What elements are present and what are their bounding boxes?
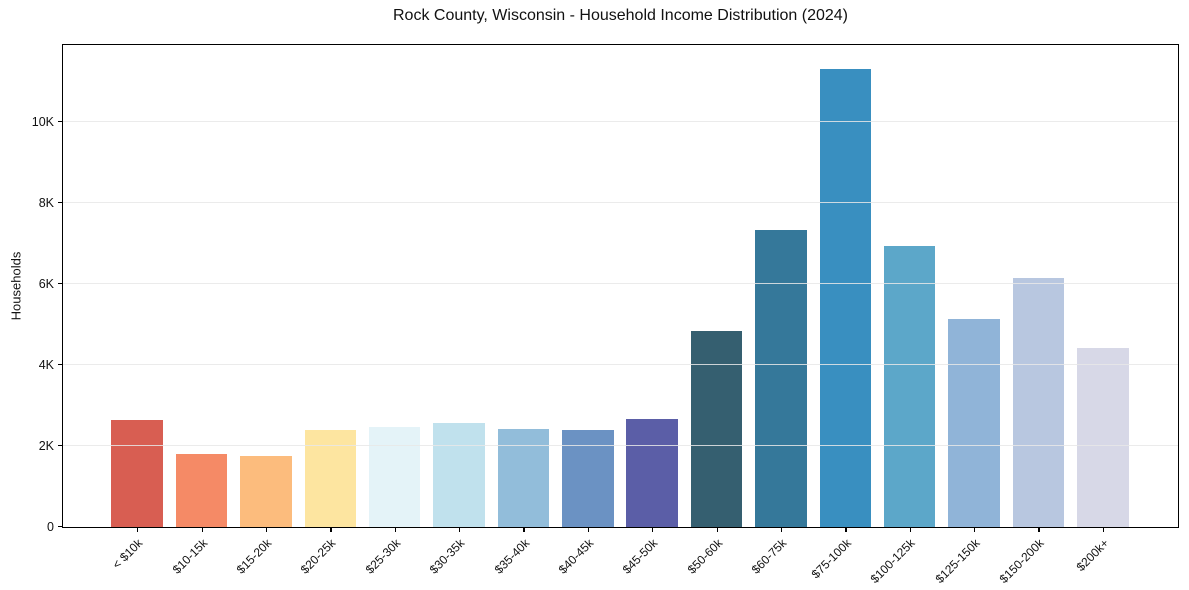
- gridline: [63, 283, 1178, 285]
- bar: [1012, 278, 1065, 527]
- gridline: [63, 202, 1178, 204]
- bar: [883, 246, 936, 527]
- y-tick-label: 4K: [38, 357, 54, 372]
- x-tick-mark: [394, 528, 396, 532]
- bar: [1077, 348, 1129, 527]
- x-tick-mark: [587, 528, 590, 532]
- y-tick-mark: [58, 121, 62, 123]
- bar: [626, 419, 678, 527]
- x-tick-mark: [330, 528, 332, 532]
- y-tick-mark: [58, 283, 62, 285]
- x-tick-mark: [1038, 528, 1040, 532]
- bar: [562, 429, 614, 527]
- x-tick-mark: [137, 528, 139, 532]
- gridline: [63, 121, 1178, 123]
- bar: [304, 430, 357, 527]
- x-tick-mark: [459, 528, 461, 532]
- gridline: [63, 364, 1178, 366]
- bar: [948, 319, 1000, 527]
- bar: [175, 454, 228, 527]
- y-tick-mark: [58, 364, 62, 366]
- bar: [111, 419, 163, 527]
- x-tick-mark: [201, 528, 203, 532]
- chart-title: Rock County, Wisconsin - Household Incom…: [392, 7, 848, 24]
- bar: [240, 455, 292, 527]
- bar: [368, 427, 421, 527]
- x-tick-mark: [265, 528, 268, 532]
- y-tick-label: 10K: [31, 114, 54, 129]
- y-tick-label: 0: [47, 519, 54, 534]
- x-tick-mark: [974, 528, 976, 532]
- x-tick-mark: [909, 528, 911, 532]
- y-tick-label: 2K: [38, 438, 54, 453]
- x-tick-mark: [652, 528, 654, 532]
- x-tick-mark: [1102, 528, 1105, 532]
- gridline: [63, 445, 1178, 447]
- bar: [690, 330, 743, 527]
- x-tick-mark: [523, 528, 525, 532]
- x-tick-mark: [780, 528, 783, 532]
- bar: [755, 230, 807, 527]
- bar: [433, 422, 485, 527]
- y-tick-label: 8K: [38, 195, 54, 210]
- x-tick-mark: [716, 528, 718, 532]
- bar: [819, 69, 872, 527]
- y-tick-label: 6K: [38, 276, 54, 291]
- x-tick-mark: [845, 528, 847, 532]
- y-tick-mark: [58, 445, 62, 447]
- plot-area: [62, 44, 1179, 528]
- y-tick-mark: [58, 526, 62, 528]
- bar: [497, 429, 550, 527]
- y-tick-mark: [58, 202, 62, 204]
